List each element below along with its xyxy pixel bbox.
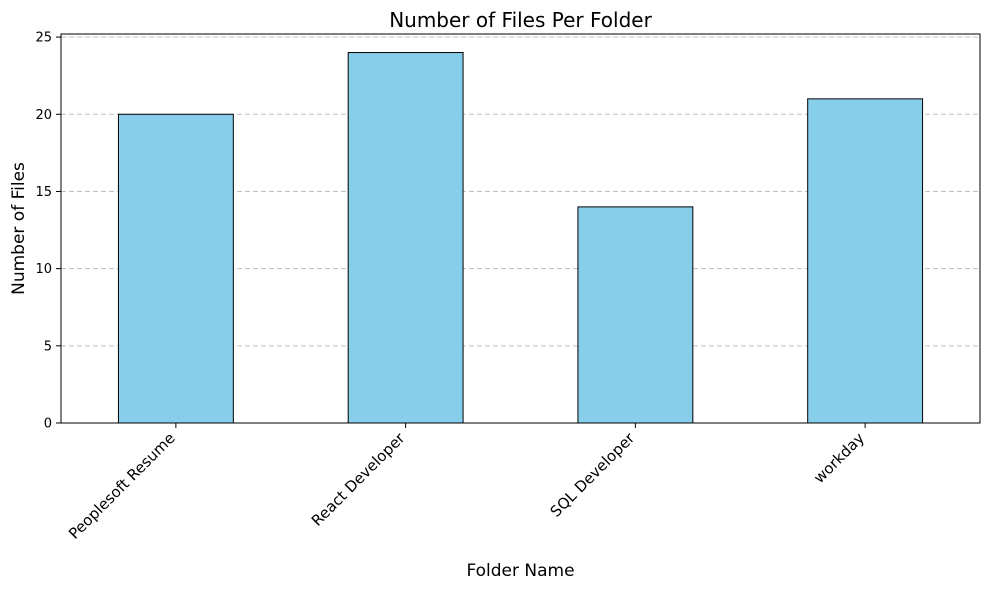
bar <box>577 206 694 424</box>
y-tick-label: 0 <box>44 417 52 432</box>
bar <box>347 52 464 424</box>
x-axis-label: Folder Name <box>466 561 574 581</box>
y-tick-label: 20 <box>35 108 52 123</box>
y-tick-label: 25 <box>35 31 52 46</box>
y-axis-label: Number of Files <box>9 162 29 295</box>
y-tick-label: 10 <box>35 262 52 277</box>
x-tick-label: React Developer <box>308 429 409 530</box>
chart-title: Number of Files Per Folder <box>389 8 652 32</box>
y-tick-label: 5 <box>44 339 52 354</box>
x-tick-label: SQL Developer <box>547 429 639 521</box>
y-axis-ticks: 0 5 10 15 20 25 <box>35 31 61 432</box>
x-tick-label: Peoplesoft Resume <box>65 429 179 543</box>
bars <box>117 52 924 424</box>
bar <box>807 98 924 424</box>
plot-frame <box>60 33 981 424</box>
y-tick-label: 15 <box>35 185 52 200</box>
x-axis-ticks: Peoplesoft Resume React Developer SQL Deve… <box>65 423 868 543</box>
bar <box>117 113 234 424</box>
x-tick-label: workday <box>810 429 868 487</box>
